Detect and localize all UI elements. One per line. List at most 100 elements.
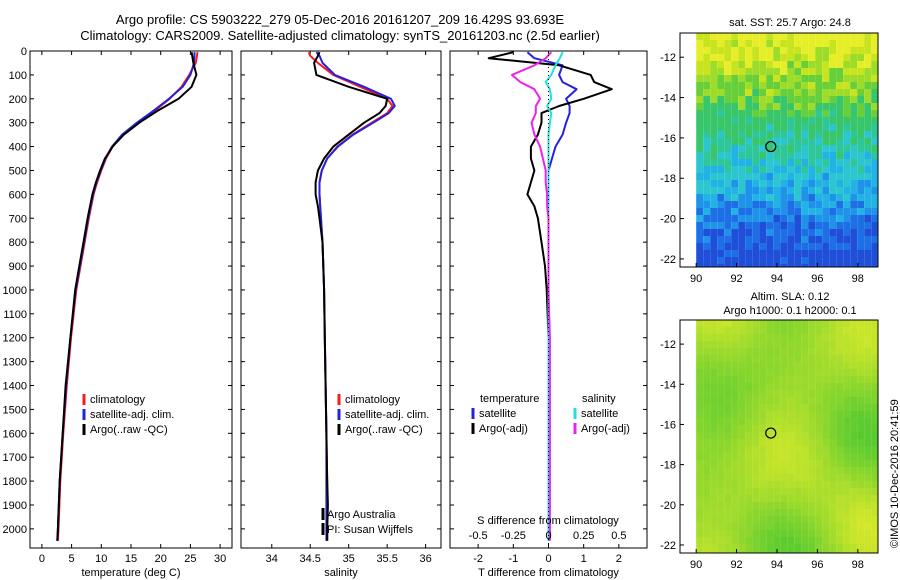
y-tick-label: 0 bbox=[21, 46, 27, 58]
lat-tick-label: -22 bbox=[660, 540, 676, 552]
y-tick-label: 1100 bbox=[3, 309, 27, 321]
series-group bbox=[56, 52, 199, 541]
y-tick-label: 500 bbox=[9, 165, 27, 177]
climatology-subtitle: Climatology: CARS2009. Satellite-adjuste… bbox=[80, 28, 600, 43]
temperature-panel: 0 5 10 15 20 25 300100200300400500600700800900… bbox=[3, 46, 233, 579]
y-tick-label: 700 bbox=[9, 213, 27, 225]
map-frame bbox=[679, 32, 879, 268]
lon-tick-label: 92 bbox=[730, 273, 742, 285]
x-tick-label: 34 bbox=[266, 553, 278, 565]
legend-label: Argo(-adj) bbox=[581, 423, 630, 435]
series-line-argo-adj- bbox=[510, 51, 553, 541]
x-tick-label: 34.5 bbox=[300, 553, 321, 565]
x-tick-label: 10 bbox=[95, 553, 107, 565]
float-position-marker bbox=[765, 427, 777, 439]
x-axis-label: temperature (deg C) bbox=[81, 567, 180, 579]
x-tick-label: 25 bbox=[184, 553, 196, 565]
legend-header: salinity bbox=[582, 393, 616, 405]
x-tick-label: 35.5 bbox=[376, 553, 397, 565]
legend-label: satellite-adj. clim. bbox=[90, 409, 174, 421]
y-tick-label: 200 bbox=[9, 94, 27, 106]
legend-label: Argo(..raw -QC) bbox=[90, 424, 168, 436]
legend-label: satellite-adj. clim. bbox=[345, 409, 429, 421]
sst-map-panel: 90 92 94 96 98 -12 -14 -16 -18 -20 -22 bbox=[660, 32, 879, 285]
series-group bbox=[307, 51, 396, 541]
y-tick-label: 1700 bbox=[3, 452, 27, 464]
x-axis-label: T difference from climatology bbox=[478, 567, 619, 579]
float-position-marker bbox=[765, 140, 777, 153]
x-tick-label: 15 bbox=[125, 553, 137, 565]
y-tick-label: 1200 bbox=[3, 333, 27, 345]
lon-tick-label: 98 bbox=[852, 559, 864, 571]
x-tick-label: 1 bbox=[581, 553, 587, 565]
lon-tick-label: 98 bbox=[852, 273, 864, 285]
profile-title: Argo profile: CS 5903222_279 05-Dec-2016… bbox=[115, 12, 565, 27]
series-line-argo-raw-qc- bbox=[56, 52, 198, 541]
sla-heatmap-cells bbox=[696, 320, 878, 553]
legend-header: temperature bbox=[480, 393, 539, 405]
lon-tick-label: 92 bbox=[730, 559, 742, 571]
y-tick-label: 400 bbox=[9, 142, 27, 154]
sst-heatmap-cells bbox=[696, 33, 878, 267]
lon-tick-label: 94 bbox=[771, 559, 783, 571]
lat-tick-label: -12 bbox=[660, 339, 676, 351]
legend-label: satellite bbox=[479, 408, 516, 420]
plot-frame bbox=[240, 50, 442, 549]
lon-tick-label: 96 bbox=[811, 273, 823, 285]
lat-tick-label: -20 bbox=[660, 214, 676, 226]
y-tick-label: 1800 bbox=[3, 476, 27, 488]
x-tick-label: -2 bbox=[473, 553, 483, 565]
lon-tick-label: 96 bbox=[811, 559, 823, 571]
x-tick-label: 36 bbox=[419, 553, 431, 565]
y-tick-label: 1400 bbox=[3, 381, 27, 393]
y-tick-label: 100 bbox=[9, 70, 27, 82]
s-axis-label: S difference from climatology bbox=[477, 515, 619, 527]
series-group bbox=[487, 51, 613, 541]
legend-label: climatology bbox=[90, 394, 146, 406]
series-line-climatology bbox=[307, 51, 394, 541]
y-tick-label: 900 bbox=[9, 261, 27, 273]
legend-label: Argo(..raw -QC) bbox=[345, 424, 423, 436]
sla-wash bbox=[696, 320, 878, 553]
x-tick-label: 0 bbox=[39, 553, 45, 565]
x-tick-label: 0 bbox=[545, 553, 551, 565]
x-axis-label: salinity bbox=[324, 567, 358, 579]
y-tick-label: 1000 bbox=[3, 285, 27, 297]
lon-tick-label: 94 bbox=[771, 273, 783, 285]
y-tick-label: 300 bbox=[9, 118, 27, 130]
map-frame bbox=[679, 319, 879, 554]
s-tick-label: -0.25 bbox=[501, 530, 526, 542]
legend-label: satellite bbox=[581, 408, 618, 420]
lat-tick-label: -22 bbox=[660, 254, 676, 266]
legend-label: Argo(-adj) bbox=[479, 423, 528, 435]
series-line-satellite-adj-clim- bbox=[56, 52, 196, 541]
series-line-argo-raw-qc- bbox=[313, 51, 389, 541]
y-tick-label: 600 bbox=[9, 189, 27, 201]
sla-map-panel: 90 92 94 96 98 -12 -14 -16 -18 -20 -22 bbox=[660, 319, 879, 571]
series-line-climatology bbox=[56, 52, 199, 541]
x-tick-label: 2 bbox=[616, 553, 622, 565]
lat-tick-label: -14 bbox=[660, 93, 676, 105]
series-line-satellite bbox=[544, 51, 564, 541]
lat-tick-label: -16 bbox=[660, 133, 676, 145]
lat-tick-label: -18 bbox=[660, 460, 676, 472]
y-tick-label: 2000 bbox=[3, 524, 27, 536]
s-tick-label: -0.5 bbox=[469, 530, 488, 542]
lat-tick-label: -14 bbox=[660, 379, 676, 391]
x-tick-label: 35 bbox=[343, 553, 355, 565]
legend-label: climatology bbox=[345, 394, 401, 406]
x-tick-label: 20 bbox=[155, 553, 167, 565]
y-tick-label: 1300 bbox=[3, 357, 27, 369]
series-line-satellite-adj-clim- bbox=[315, 51, 396, 541]
s-tick-label: 0.25 bbox=[573, 530, 594, 542]
lon-tick-label: 90 bbox=[690, 273, 702, 285]
x-tick-label: 30 bbox=[214, 553, 226, 565]
x-tick-label: -1 bbox=[508, 553, 518, 565]
y-tick-label: 1500 bbox=[3, 404, 27, 416]
series-line-satellite bbox=[526, 51, 578, 541]
y-tick-label: 1600 bbox=[3, 428, 27, 440]
annotation-text: PI: Susan Wijffels bbox=[327, 524, 413, 536]
lat-tick-label: -18 bbox=[660, 173, 676, 185]
lat-tick-label: -20 bbox=[660, 500, 676, 512]
salinity-panel: 34 34.5 35 35.5 36 salinity climatology satelli… bbox=[240, 50, 442, 579]
